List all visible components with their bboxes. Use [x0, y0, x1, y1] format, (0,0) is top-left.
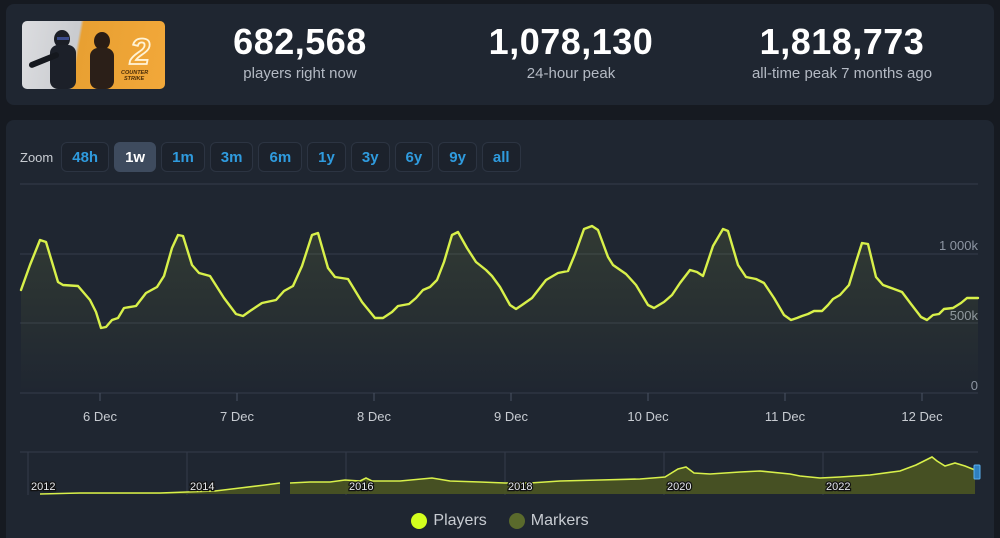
navigator[interactable]: 2012 2014 2016 2018 2020 2022	[20, 451, 981, 495]
stat-players-now: 682,568 players right now	[200, 22, 400, 84]
peak-24h-value: 1,078,130	[488, 21, 654, 62]
zoom-9y-button[interactable]: 9y	[438, 142, 477, 172]
x-tick-11-dec: 11 Dec	[765, 409, 806, 424]
x-tick-10-dec: 10 Dec	[627, 409, 669, 424]
markers-dot-icon	[508, 513, 525, 529]
svg-text:2012: 2012	[31, 481, 55, 493]
svg-text:2020: 2020	[667, 481, 691, 493]
x-tick-6-dec: 6 Dec	[83, 409, 117, 424]
game-art-icon: 2 COUNTER STRIKE	[28, 30, 151, 89]
svg-text:2: 2	[129, 31, 150, 72]
zoom-3y-button[interactable]: 3y	[350, 142, 390, 172]
players-area-fill	[21, 226, 978, 393]
zoom-1w-button[interactable]: 1w	[114, 142, 157, 172]
zoom-1y-button[interactable]: 1y	[307, 142, 346, 172]
svg-text:2022: 2022	[826, 481, 850, 493]
x-tick-9-dec: 9 Dec	[494, 409, 528, 424]
svg-text:COUNTER: COUNTER	[121, 70, 148, 76]
all-time-peak-label: all-time peak 7 months ago	[751, 65, 933, 82]
zoom-3m-button[interactable]: 3m	[209, 142, 254, 172]
zoom-6m-button[interactable]: 6m	[258, 142, 303, 172]
legend-markers[interactable]: Markers	[508, 512, 589, 530]
game-thumbnail[interactable]: 2 COUNTER STRIKE	[22, 21, 165, 89]
svg-text:2016: 2016	[349, 481, 373, 493]
x-axis-labels: 6 Dec 7 Dec 8 Dec 9 Dec 10 Dec 11 Dec 12…	[83, 409, 943, 424]
current-players-label: players right now	[243, 65, 357, 82]
x-axis-ticks	[99, 393, 923, 401]
navigator-year-labels: 2012 2014 2016 2018 2020 2022	[30, 480, 852, 495]
navigator-area	[40, 457, 975, 494]
x-tick-12-dec: 12 Dec	[901, 409, 943, 424]
peak-24h-label: 24-hour peak	[526, 65, 616, 82]
players-line[interactable]	[19, 224, 980, 330]
svg-text:2014: 2014	[190, 481, 214, 493]
chart-legend: Players Markers	[0, 512, 1000, 530]
stats-card	[6, 4, 994, 105]
zoom-controls: Zoom 48h 1w 1m 3m 6m 1y 3y 6y 9y all	[20, 142, 521, 172]
svg-text:STRIKE: STRIKE	[124, 76, 145, 82]
stat-all-time-peak: 1,818,773 all-time peak 7 months ago	[732, 22, 952, 84]
navigator-selection-handle[interactable]	[973, 464, 981, 480]
stat-24h-peak: 1,078,130 24-hour peak	[468, 22, 674, 84]
current-players-value: 682,568	[233, 21, 367, 62]
zoom-label: Zoom	[20, 149, 54, 165]
zoom-6y-button[interactable]: 6y	[394, 142, 434, 172]
legend-players[interactable]: Players	[411, 512, 487, 530]
y-tick-1000k: 1 000k	[939, 238, 979, 253]
all-time-peak-value: 1,818,773	[759, 21, 925, 62]
zoom-48h-button[interactable]: 48h	[61, 142, 110, 172]
svg-text:2018: 2018	[508, 481, 532, 493]
zoom-all-button[interactable]: all	[481, 142, 521, 172]
zoom-1m-button[interactable]: 1m	[161, 142, 205, 172]
legend-players-label: Players	[433, 512, 487, 529]
navigator-line	[39, 456, 976, 495]
players-dot-icon	[411, 513, 428, 529]
x-tick-8-dec: 8 Dec	[357, 409, 391, 424]
x-tick-7-dec: 7 Dec	[220, 409, 254, 424]
legend-markers-label: Markers	[530, 512, 589, 529]
